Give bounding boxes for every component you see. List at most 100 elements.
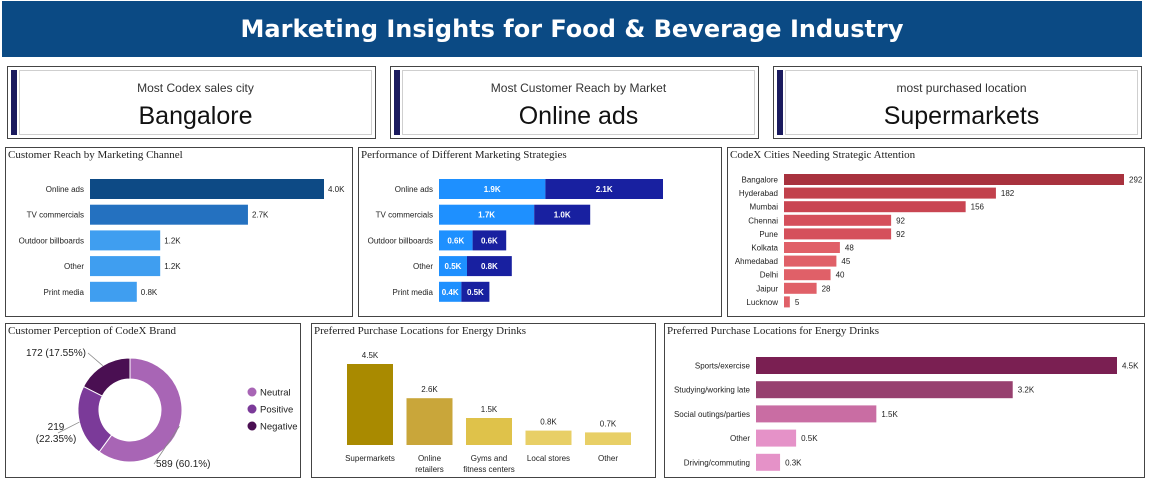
data-label: 0.4K bbox=[442, 288, 459, 297]
category-label: Studying/working late bbox=[674, 386, 751, 395]
category-label: TV commercials bbox=[27, 211, 84, 220]
legend-marker bbox=[247, 404, 257, 414]
data-label: 0.3K bbox=[785, 458, 802, 467]
data-label: 48 bbox=[845, 244, 854, 253]
category-label: Other bbox=[598, 454, 618, 463]
data-label: 156 bbox=[971, 203, 985, 212]
category-label: Hyderabad bbox=[739, 189, 778, 198]
data-label: 292 bbox=[1129, 176, 1143, 185]
bar bbox=[784, 201, 966, 213]
kpi-accent-bar bbox=[11, 70, 17, 135]
leader-line bbox=[57, 421, 80, 434]
legend-marker bbox=[247, 421, 257, 431]
slice-label: 172 (17.55%) bbox=[26, 348, 86, 359]
panel-marketing-strategies: Performance of Different Marketing Strat… bbox=[358, 147, 722, 317]
bar bbox=[347, 364, 393, 445]
bar bbox=[585, 432, 631, 445]
bar-segment bbox=[439, 204, 535, 225]
data-label: 0.8K bbox=[481, 262, 498, 271]
data-label: 92 bbox=[896, 230, 905, 239]
data-label: 4.5K bbox=[362, 351, 379, 360]
data-label: 1.7K bbox=[478, 211, 495, 220]
category-label: Ahmedabad bbox=[735, 257, 778, 266]
category-label: Pune bbox=[759, 230, 778, 239]
chart-title: Customer Reach by Marketing Channel bbox=[8, 149, 183, 161]
panel-purchase-locations-vertical: Preferred Purchase Locations for Energy … bbox=[311, 323, 656, 478]
data-label: 2.6K bbox=[421, 385, 438, 394]
data-label: 0.8K bbox=[540, 418, 557, 427]
category-label: Social outings/parties bbox=[674, 410, 750, 419]
bar bbox=[90, 179, 324, 199]
kpi-value: Bangalore bbox=[138, 102, 253, 130]
category-label: Driving/commuting bbox=[684, 458, 750, 467]
kpi-card-customer-reach: Most Customer Reach by Market Online ads bbox=[390, 66, 759, 139]
data-label: 1.5K bbox=[481, 405, 498, 414]
category-label: Online ads bbox=[395, 185, 433, 194]
data-label: 182 bbox=[1001, 189, 1015, 198]
bar bbox=[756, 381, 1013, 399]
panel-customer-reach: Customer Reach by Marketing Channel Onli… bbox=[5, 147, 353, 317]
kpi-accent-bar bbox=[777, 70, 783, 135]
bar bbox=[756, 453, 781, 471]
donut-slice bbox=[98, 357, 183, 463]
data-label: 28 bbox=[822, 284, 831, 293]
category-label: fitness centers bbox=[463, 465, 515, 474]
kpi-value: Online ads bbox=[518, 102, 639, 130]
bar bbox=[784, 269, 831, 281]
category-label: Kolkata bbox=[751, 244, 778, 253]
bar-segment bbox=[439, 230, 473, 251]
category-label: Print media bbox=[393, 288, 434, 297]
chart-title: Preferred Purchase Locations for Energy … bbox=[314, 325, 527, 337]
chart-purchase-locations-horizontal: Sports/exercise 4.5K Studying/working late… bbox=[674, 357, 1139, 471]
data-label: 1.2K bbox=[164, 236, 181, 245]
slice-label: (22.35%) bbox=[36, 434, 77, 445]
legend-marker bbox=[247, 387, 257, 397]
leader-line bbox=[87, 352, 104, 367]
category-label: Other bbox=[64, 262, 84, 271]
data-label: 40 bbox=[836, 271, 845, 280]
bar bbox=[784, 174, 1124, 185]
bar bbox=[525, 430, 572, 445]
category-label: Gyms and bbox=[471, 454, 507, 463]
kpi-label: most purchased location bbox=[896, 81, 1027, 95]
data-label: 0.6K bbox=[481, 236, 498, 245]
bar bbox=[784, 228, 892, 240]
panel-codex-cities: CodeX Cities Needing Strategic Attention… bbox=[727, 147, 1145, 317]
category-label: Bangalore bbox=[742, 176, 779, 185]
data-label: 1.0K bbox=[554, 211, 571, 220]
category-label: Jaipur bbox=[756, 284, 778, 293]
bar bbox=[466, 418, 512, 445]
kpi-inner-box: Most Codex sales city Bangalore bbox=[19, 70, 372, 135]
kpi-label: Most Customer Reach by Market bbox=[490, 81, 667, 95]
chart-brand-perception: 589 (60.1%) 219(22.35%) 172 (17.55%) Neutra… bbox=[26, 348, 298, 470]
category-label: Supermarkets bbox=[345, 454, 395, 463]
data-label: 0.6K bbox=[447, 236, 464, 245]
category-label: TV commercials bbox=[376, 211, 433, 220]
donut-slice bbox=[77, 385, 113, 453]
legend-label: Neutral bbox=[260, 388, 291, 399]
slice-label: 219 bbox=[48, 422, 65, 433]
bar-segment bbox=[472, 230, 507, 251]
bar bbox=[756, 405, 877, 423]
data-label: 2.7K bbox=[252, 211, 269, 220]
data-label: 0.7K bbox=[600, 419, 617, 428]
data-label: 2.1K bbox=[596, 185, 613, 194]
bar-segment bbox=[461, 281, 490, 302]
kpi-card-sales-city: Most Codex sales city Bangalore bbox=[7, 66, 376, 139]
kpi-value: Supermarkets bbox=[883, 102, 1040, 130]
bar bbox=[784, 255, 837, 267]
category-label: Chennai bbox=[748, 216, 778, 225]
bar bbox=[406, 398, 453, 445]
bar-segment bbox=[439, 281, 462, 302]
bar-segment bbox=[467, 256, 512, 277]
data-label: 0.8K bbox=[141, 288, 158, 297]
kpi-inner-box: Most Customer Reach by Market Online ads bbox=[402, 70, 755, 135]
category-label: Mumbai bbox=[750, 203, 779, 212]
data-label: 5 bbox=[795, 298, 800, 307]
category-label: Other bbox=[730, 434, 750, 443]
dashboard-title-bar: Marketing Insights for Food & Beverage I… bbox=[2, 1, 1142, 57]
chart-title: Performance of Different Marketing Strat… bbox=[361, 149, 567, 161]
chart-title: Preferred Purchase Locations for Energy … bbox=[667, 325, 880, 337]
bar bbox=[756, 429, 797, 447]
chart-title: CodeX Cities Needing Strategic Attention bbox=[730, 149, 916, 161]
